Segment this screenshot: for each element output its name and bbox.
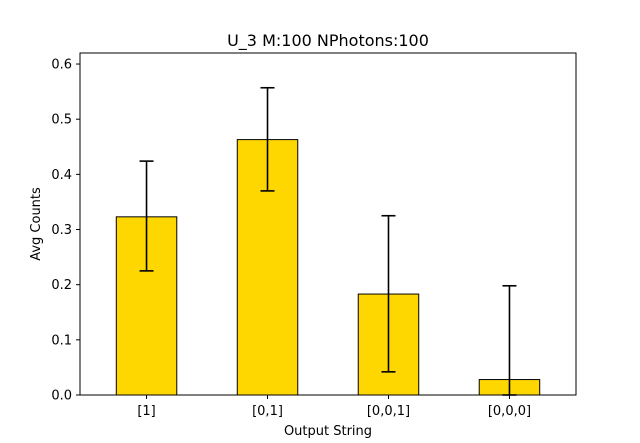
- x-tick-label: [0,0,1]: [367, 404, 410, 419]
- y-tick-label: 0.0: [51, 389, 72, 404]
- x-axis-label: Output String: [284, 424, 372, 439]
- x-tick-label: [0,0,0]: [488, 404, 531, 419]
- y-tick-label: 0.6: [51, 58, 72, 73]
- y-tick-label: 0.3: [51, 223, 72, 238]
- chart-title: U_3 M:100 NPhotons:100: [227, 31, 429, 51]
- y-tick-label: 0.4: [51, 168, 72, 183]
- y-tick-label: 0.2: [51, 278, 72, 293]
- x-axis: [1] [0,1] [0,0,1] [0,0,0]: [137, 395, 531, 419]
- x-tick-label: [0,1]: [252, 404, 283, 419]
- y-axis-label: Avg Counts: [29, 187, 44, 261]
- y-axis: 0.0 0.1 0.2 0.3 0.4 0.5 0.6: [51, 58, 80, 404]
- y-tick-label: 0.5: [51, 113, 72, 128]
- y-tick-label: 0.1: [51, 333, 72, 348]
- axes-frame: [79, 52, 577, 396]
- plot-area: [115, 86, 541, 396]
- x-tick-label: [1]: [137, 404, 155, 419]
